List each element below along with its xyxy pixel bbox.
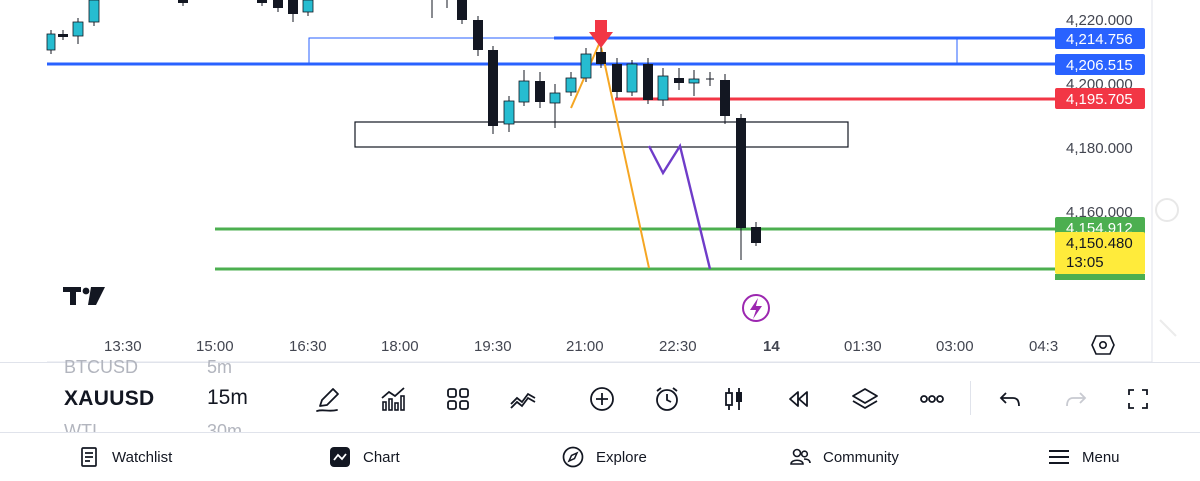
nav-menu-label: Menu [1082, 448, 1120, 466]
symbol-prev[interactable]: BTCUSD [64, 357, 139, 377]
price-tag[interactable]: 4,195.705 [1055, 88, 1145, 109]
indicators-icon[interactable] [377, 383, 409, 415]
price-axis-label: 4,160.000 [1066, 204, 1133, 221]
add-icon[interactable] [586, 383, 618, 415]
nav-chart[interactable]: Chart [329, 433, 400, 481]
nav-menu[interactable]: Menu [1048, 433, 1120, 481]
chart-type-icon[interactable] [507, 383, 539, 415]
svg-text:04:3: 04:3 [1029, 338, 1058, 355]
svg-text:14: 14 [763, 338, 780, 355]
price-chart[interactable]: 4,220.000 4,200.000 4,180.000 4,160.000 … [0, 0, 1200, 362]
toolbar-divider [970, 381, 971, 415]
price-tag[interactable]: 4,214.756 [1055, 28, 1145, 49]
svg-text:13:05: 13:05 [1066, 254, 1104, 271]
price-axis-label: 4,220.000 [1066, 12, 1133, 29]
redo-icon[interactable] [1060, 383, 1092, 415]
community-icon [790, 448, 811, 465]
alert-icon[interactable] [651, 383, 683, 415]
drawn-rectangle-zone[interactable] [354, 121, 849, 148]
svg-text:21:00: 21:00 [566, 338, 604, 355]
replay-icon[interactable] [782, 383, 814, 415]
layers-icon[interactable] [849, 383, 881, 415]
pencil-icon[interactable] [312, 383, 344, 415]
svg-text:4,195.705: 4,195.705 [1066, 91, 1133, 108]
svg-text:4,206.515: 4,206.515 [1066, 57, 1133, 74]
lightning-icon[interactable] [742, 294, 770, 322]
hamburger-icon [1049, 450, 1069, 464]
price-tag[interactable]: 4,206.515 [1055, 54, 1145, 75]
price-axis-label: 4,180.000 [1066, 140, 1133, 157]
svg-text:4,214.756: 4,214.756 [1066, 31, 1133, 48]
nav-watchlist[interactable]: Watchlist [78, 433, 172, 481]
watchlist-icon [81, 447, 97, 467]
fullscreen-icon[interactable] [1122, 383, 1154, 415]
interval-prev[interactable]: 5m [207, 357, 233, 377]
compass-icon [562, 446, 584, 468]
svg-text:03:00: 03:00 [936, 338, 974, 355]
symbol-selector[interactable]: XAUUSD [64, 387, 155, 410]
svg-text:19:30: 19:30 [474, 338, 512, 355]
nav-community-label: Community [823, 448, 899, 466]
svg-text:16:30: 16:30 [289, 338, 327, 355]
svg-text:13:30: 13:30 [104, 338, 142, 355]
nav-watchlist-label: Watchlist [112, 448, 173, 466]
svg-text:15:00: 15:00 [196, 338, 234, 355]
svg-text:01:30: 01:30 [844, 338, 882, 355]
tradingview-logo [63, 287, 105, 305]
interval-selector[interactable]: 15m [207, 386, 248, 409]
nav-explore[interactable]: Explore [562, 433, 647, 481]
current-price-tag[interactable]: 4,150.480 13:05 [1055, 232, 1145, 274]
chart-toolbar: BTCUSD XAUUSD WTI 5m 15m 30m [0, 357, 1200, 441]
candles-icon[interactable] [718, 383, 750, 415]
svg-text:22:30: 22:30 [659, 338, 697, 355]
phone-side-controls [1155, 198, 1179, 337]
nav-community[interactable]: Community [789, 433, 899, 481]
layouts-icon[interactable] [442, 383, 474, 415]
more-icon[interactable] [916, 383, 948, 415]
purple-path-drawing[interactable] [647, 142, 712, 270]
undo-icon[interactable] [994, 383, 1026, 415]
nav-chart-label: Chart [363, 448, 400, 466]
svg-text:18:00: 18:00 [381, 338, 419, 355]
sell-arrow-icon [589, 20, 613, 48]
chart-icon [330, 447, 350, 467]
nav-explore-label: Explore [596, 448, 647, 466]
time-axis: 13:30 15:00 16:30 18:00 19:30 21:00 22:3… [104, 338, 1058, 355]
gear-hexagon-icon[interactable] [1091, 335, 1115, 355]
bottom-navigation: Watchlist Chart Explore Community Menu [0, 432, 1200, 481]
candles [46, 0, 761, 260]
svg-text:4,150.480: 4,150.480 [1066, 235, 1133, 252]
